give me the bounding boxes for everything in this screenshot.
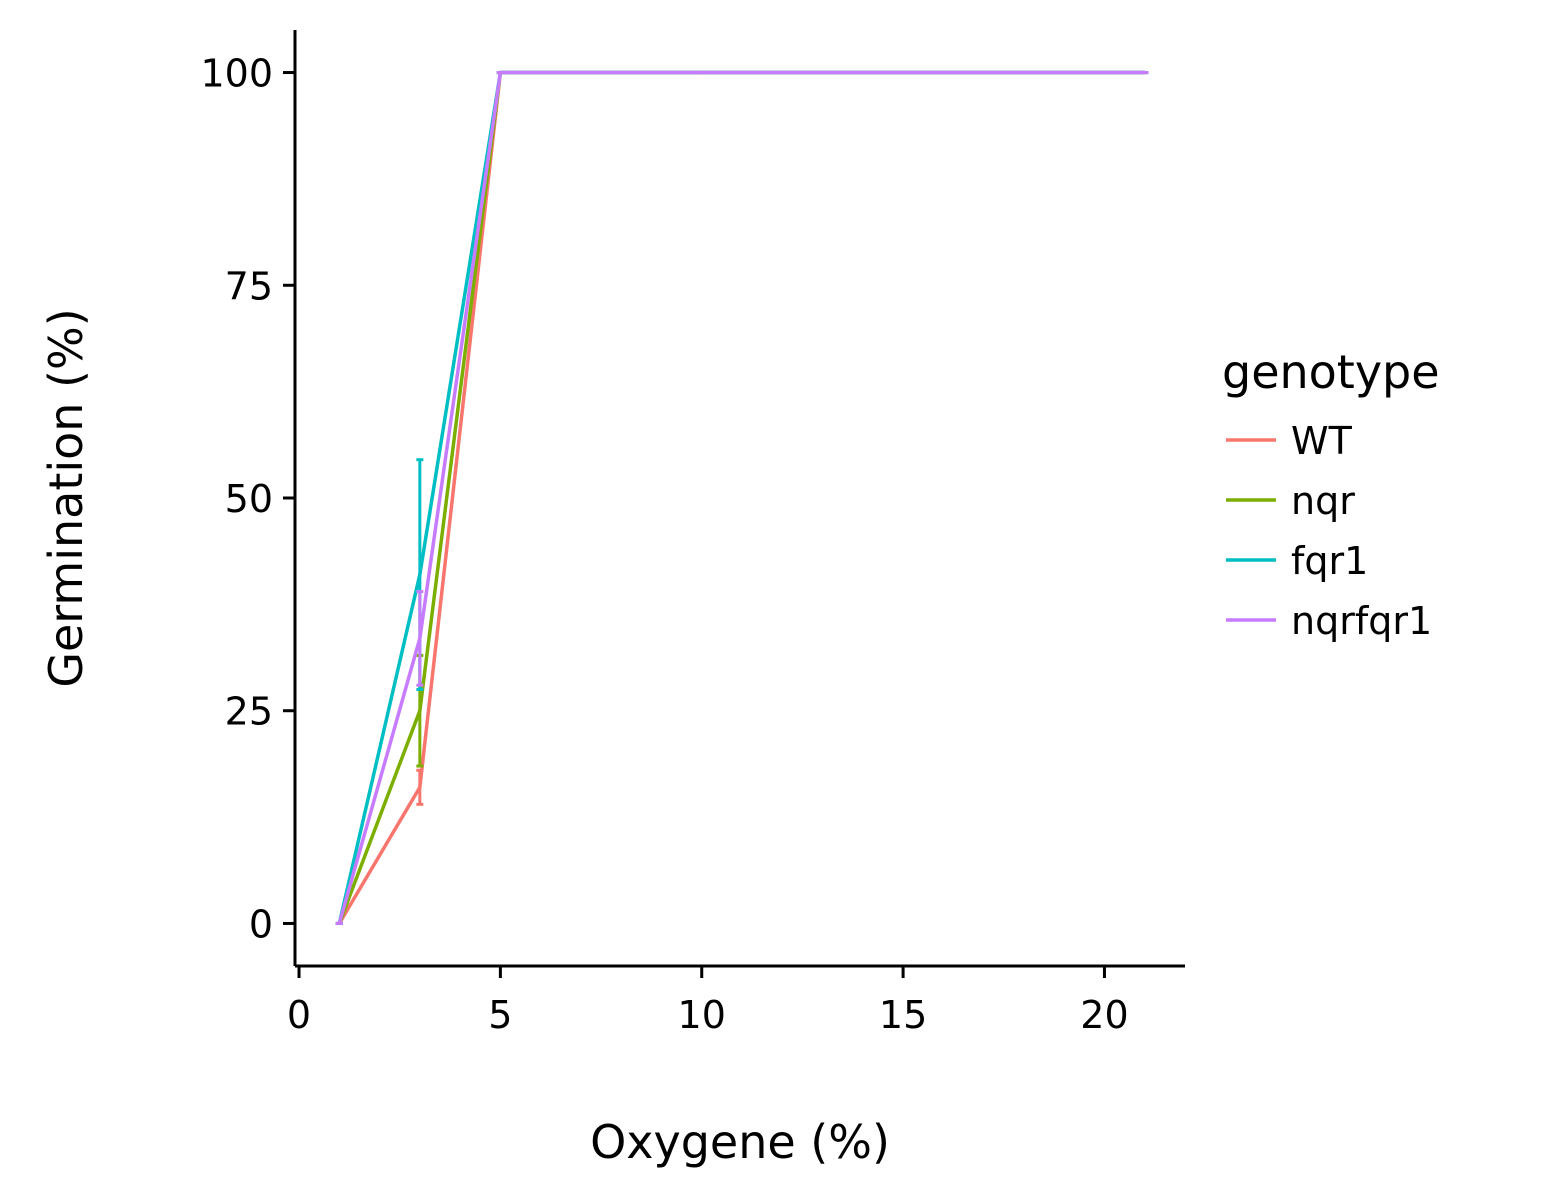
y-tick-label: 0 [249, 902, 273, 946]
legend-label: WT [1291, 419, 1353, 463]
series-fqr1 [335, 70, 1149, 925]
series-line-WT [337, 70, 1145, 925]
series-layer [335, 70, 1149, 925]
legend-label: fqr1 [1291, 539, 1368, 583]
legend-title: genotype [1222, 345, 1440, 399]
x-tick-label: 0 [287, 993, 311, 1037]
series-line-nqr [337, 70, 1145, 925]
x-tick-label: 10 [678, 993, 726, 1037]
series-nqr [335, 70, 1149, 925]
legend-label: nqrfqr1 [1291, 599, 1432, 643]
y-tick-label: 25 [225, 690, 273, 734]
series-line-fqr1 [337, 70, 1145, 924]
x-tick-label: 20 [1080, 993, 1128, 1037]
y-axis-title: Germination (%) [39, 308, 93, 687]
x-tick-label: 15 [879, 993, 927, 1037]
x-axis-title: Oxygene (%) [590, 1115, 890, 1169]
series-line-nqrfqr1 [337, 70, 1145, 924]
y-tick-label: 50 [225, 477, 273, 521]
series-nqrfqr1 [335, 70, 1149, 925]
ticks-layer: 0 5 10 15 20 0 25 50 75 100 [200, 52, 1128, 1037]
y-tick-label: 100 [200, 52, 273, 96]
legend-label: nqr [1291, 479, 1355, 523]
series-WT [335, 70, 1149, 925]
axes-layer [293, 30, 1185, 968]
y-tick-label: 75 [225, 264, 273, 308]
x-tick-label: 5 [488, 993, 512, 1037]
